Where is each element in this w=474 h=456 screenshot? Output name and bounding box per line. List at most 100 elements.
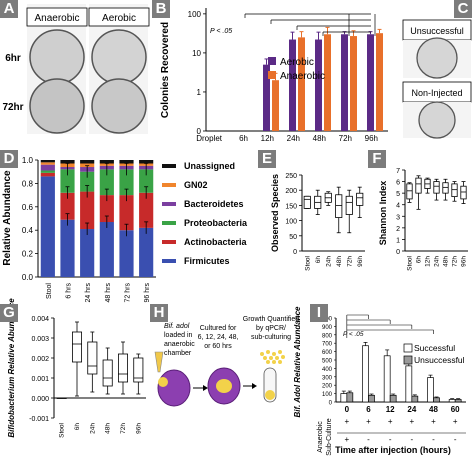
panel-d-x-tick-label: 48 hrs <box>105 283 112 303</box>
panel-i-x-tick-label: 0 <box>345 405 350 414</box>
panel-d-stack-segment <box>99 169 114 196</box>
panel-letter-b: B <box>152 0 170 18</box>
panel-g-chart: -0.001 0.000 0.001 0.002 0.003 0.004 Bifidobac… <box>7 298 146 438</box>
panel-b-chart: 0 1 10 100 Colonies Recovered Droplet 6h 12h 24h… <box>160 8 388 143</box>
panel-i-x-tick-label: 60 <box>451 405 460 414</box>
panel-d-stack-segment <box>119 169 134 196</box>
panel-d-stack-segment <box>40 164 55 171</box>
petri-dish-anaerobic-6hr <box>29 29 85 85</box>
panel-b-bar <box>350 36 357 131</box>
panel-g-box <box>133 357 144 383</box>
panel-i-legend-label: Successful <box>414 343 455 353</box>
panel-h-step1-line4: chamber <box>164 350 192 357</box>
panel-e-y-tick-label: 200 <box>285 188 297 195</box>
panel-b-y-tick-label: 0 <box>197 127 202 136</box>
panel-g-x-tick-label: 6h <box>74 423 81 431</box>
panel-d-legend-label: Firmicutes <box>184 256 230 266</box>
panel-h-step1-line2: loaded in <box>164 332 193 339</box>
panel-a: Anaerobic Aerobic 6hr 72hr <box>2 4 150 134</box>
panel-g-x-tick-label: Stool <box>59 422 66 437</box>
panel-d-legend-swatch <box>162 183 176 187</box>
panel-a-row-6hr: 6hr <box>5 53 21 64</box>
panel-i-y-tick-label: 300 <box>322 375 333 381</box>
panel-e-box <box>356 192 364 206</box>
panel-g-ylabel: Bifidobacterium Relative Abundance <box>7 298 16 438</box>
panel-d-stack-segment <box>119 230 134 277</box>
panel-i-y-tick-label: 100 <box>322 392 333 398</box>
panel-f-x-tick-label: 24h <box>434 256 441 267</box>
panel-f-chart: 0 1 2 3 4 5 6 7 Shannon Index Stool 6h 12h 24h 48h 72h… <box>378 168 468 271</box>
panel-i-annotation: P < .05 <box>343 331 364 338</box>
panel-d-chart: 0.0 0.2 0.4 0.6 0.8 1.0 Relative Abundance Stoo… <box>2 156 248 302</box>
panel-d-stack-segment <box>60 192 75 220</box>
panel-i-table: Anaerobic Sub-Culture Time after injecti… <box>317 418 466 456</box>
panel-i-ylabel: Bif. Adol Relative Abundance <box>293 306 302 418</box>
panel-d-legend-label: Unassigned <box>184 161 235 171</box>
panel-i-table-cell: + <box>453 417 458 426</box>
panel-f-y-tick-label: 6 <box>396 180 400 187</box>
panel-f-box <box>406 183 413 200</box>
panel-d-x-tick-label: Stool <box>46 283 53 299</box>
panel-a-header-anaerobic-box <box>26 7 88 27</box>
petri-dish-anaerobic-72hr <box>29 78 85 134</box>
panel-i-y-tick-label: 400 <box>322 367 333 373</box>
panel-f-box <box>415 177 422 194</box>
panel-h-step3-line3: sub-culturing <box>251 334 291 341</box>
panel-i-x-tick-label: 48 <box>429 405 438 414</box>
panel-i-legend-swatch <box>403 355 413 365</box>
panel-i-xlabel: Time after injection (hours) <box>335 445 451 455</box>
panel-d-legend-label: GN02 <box>184 180 208 190</box>
panel-i-table-cell: + <box>388 417 393 426</box>
panel-f-y-tick-label: 4 <box>396 203 400 210</box>
panel-e-chart: 0 50 100 150 200 250 Observed Species Stool 6h 24… <box>270 173 365 271</box>
panel-b-y-tick-label: 10 <box>192 49 201 58</box>
panel-i-table-cell: - <box>389 435 392 444</box>
panel-i-y-tick-label: 700 <box>322 342 333 348</box>
panel-b-x-tick-label: 48h <box>313 134 326 143</box>
panel-g-x-tick-label: 96h <box>135 423 142 434</box>
panel-e-x-tick-label: Stool <box>304 255 311 270</box>
panel-i-y-tick-label: 0 <box>329 401 333 407</box>
panel-i-y-tick-label: 800 <box>322 333 333 339</box>
panel-g-x-tick-label: 48h <box>105 423 112 434</box>
panel-letter-a: A <box>0 0 18 18</box>
panel-b-legend-swatch <box>268 71 276 79</box>
panel-f-x-tick-label: Stool <box>407 255 414 270</box>
panel-i-bar <box>340 393 348 403</box>
panel-b-bar <box>263 64 270 131</box>
panel-h-step1-line3: anaerobic <box>164 341 195 348</box>
panel-i-bar <box>405 365 413 403</box>
panel-f-y-tick-label: 3 <box>396 214 400 221</box>
panel-i-table-row-label-1: Anaerobic <box>317 421 324 453</box>
panel-i-y-tick-label: 500 <box>322 359 333 365</box>
panel-i-bar <box>362 345 369 403</box>
panel-i-bar <box>411 395 419 403</box>
panel-d-y-tick-label: 0.6 <box>22 203 34 212</box>
colony-cloud-icon <box>260 350 285 364</box>
panel-b-bar <box>298 37 305 132</box>
panel-f-box <box>460 185 467 200</box>
panel-i-x-tick-label: 24 <box>407 405 416 414</box>
panel-h-step2-line1: Cultured for <box>200 325 237 332</box>
panel-b-bar <box>272 80 279 131</box>
panel-a-header-anaerobic: Anaerobic <box>34 13 79 24</box>
panel-d-legend-label: Bacteroidetes <box>184 199 244 209</box>
panel-e-x-tick-label: 72h <box>346 256 353 267</box>
panel-g-y-tick-label: 0.002 <box>31 356 49 363</box>
panel-f-box <box>451 183 458 198</box>
panel-i-table-cell: + <box>344 435 349 444</box>
panel-b-x-tick-label: 12h <box>261 134 274 143</box>
panel-i-legend-label: Unsuccessful <box>414 355 465 365</box>
panel-d-x-tick-label: 24 hrs <box>85 283 92 303</box>
panel-g-y-tick-label: 0.000 <box>31 396 49 403</box>
panel-f-y-tick-label: 2 <box>396 226 400 233</box>
panel-b-y-tick-label: 1 <box>197 88 202 97</box>
panel-d-stack-segment <box>139 160 154 164</box>
panel-b-x-tick-label: 24h <box>287 134 300 143</box>
panel-d-stack-segment <box>139 192 154 228</box>
panel-b-bar <box>376 33 383 132</box>
panel-f-x-tick-label: 12h <box>425 256 432 267</box>
panel-d-y-tick-label: 0.8 <box>22 179 34 188</box>
panel-f-y-tick-label: 7 <box>396 168 400 175</box>
panel-i-bar <box>346 392 354 403</box>
